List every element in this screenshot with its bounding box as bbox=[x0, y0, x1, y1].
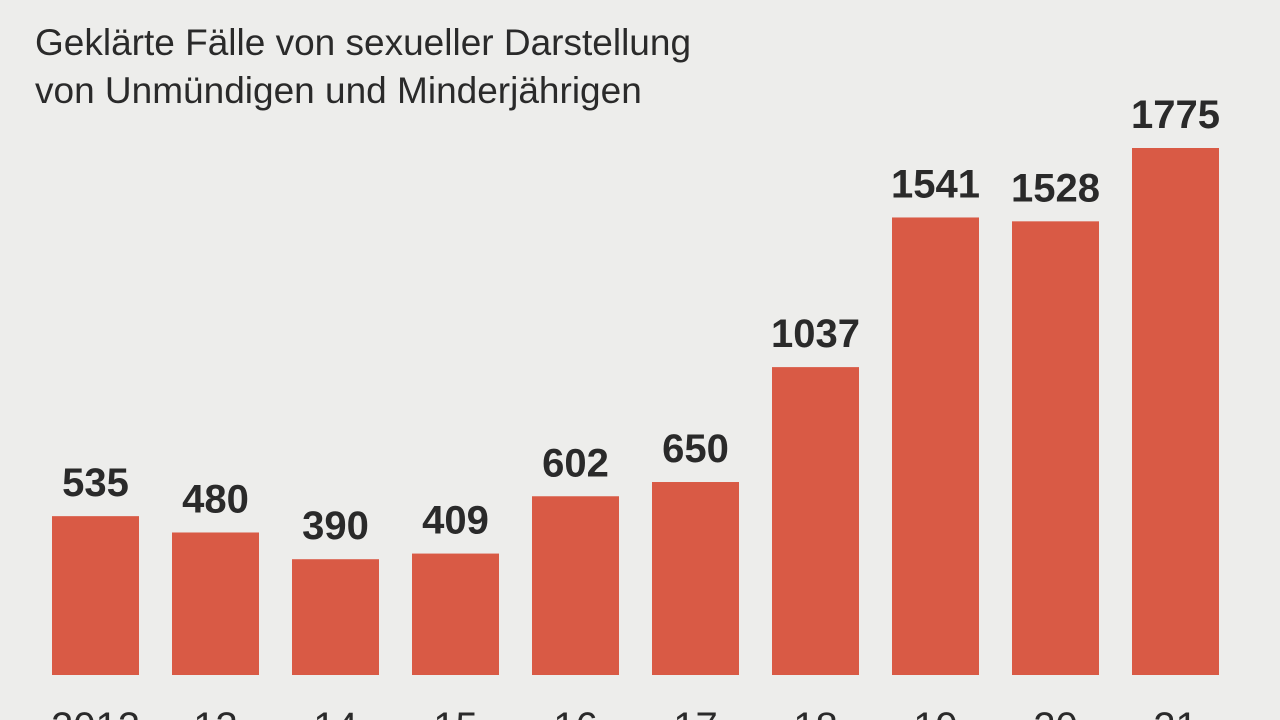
bar-21 bbox=[1132, 148, 1219, 675]
year-axis-labels: 2012 13 14 15 16 17 18 19 20 21 bbox=[51, 705, 1198, 720]
year-label-16: 16 bbox=[553, 705, 598, 720]
bar-18 bbox=[772, 367, 859, 675]
chart-title: Geklärte Fälle von sexueller Darstellung… bbox=[35, 22, 691, 111]
year-label-13: 13 bbox=[193, 705, 238, 720]
year-label-20: 20 bbox=[1033, 705, 1078, 720]
year-label-15: 15 bbox=[433, 705, 478, 720]
bar-20 bbox=[1012, 221, 1099, 675]
bar-19 bbox=[892, 217, 979, 676]
bar-series bbox=[52, 148, 1219, 676]
bar-15 bbox=[412, 553, 499, 675]
bar-13 bbox=[172, 532, 259, 675]
year-label-19: 19 bbox=[913, 705, 958, 720]
chart-title-line-2: von Unmündigen und Minderjährigen bbox=[35, 70, 642, 111]
bar-16 bbox=[532, 496, 619, 675]
value-label-19: 1541 bbox=[891, 162, 980, 206]
value-label-13: 480 bbox=[182, 477, 249, 521]
bar-2012 bbox=[52, 516, 139, 675]
year-label-2012: 2012 bbox=[51, 705, 140, 720]
value-label-17: 650 bbox=[662, 427, 729, 471]
year-label-18: 18 bbox=[793, 705, 838, 720]
value-label-16: 602 bbox=[542, 441, 609, 485]
chart-title-line-1: Geklärte Fälle von sexueller Darstellung bbox=[35, 22, 691, 63]
bar-14 bbox=[292, 559, 379, 675]
value-labels: 535 480 390 409 602 650 1037 1541 1528 1775 bbox=[62, 93, 1220, 548]
value-label-21: 1775 bbox=[1131, 93, 1220, 137]
value-label-18: 1037 bbox=[771, 312, 860, 356]
value-label-20: 1528 bbox=[1011, 166, 1100, 210]
value-label-14: 390 bbox=[302, 504, 369, 548]
year-label-21: 21 bbox=[1153, 705, 1198, 720]
year-label-14: 14 bbox=[313, 705, 358, 720]
value-label-15: 409 bbox=[422, 499, 489, 543]
year-label-17: 17 bbox=[673, 705, 718, 720]
value-label-2012: 535 bbox=[62, 461, 129, 505]
bar-17 bbox=[652, 482, 739, 675]
